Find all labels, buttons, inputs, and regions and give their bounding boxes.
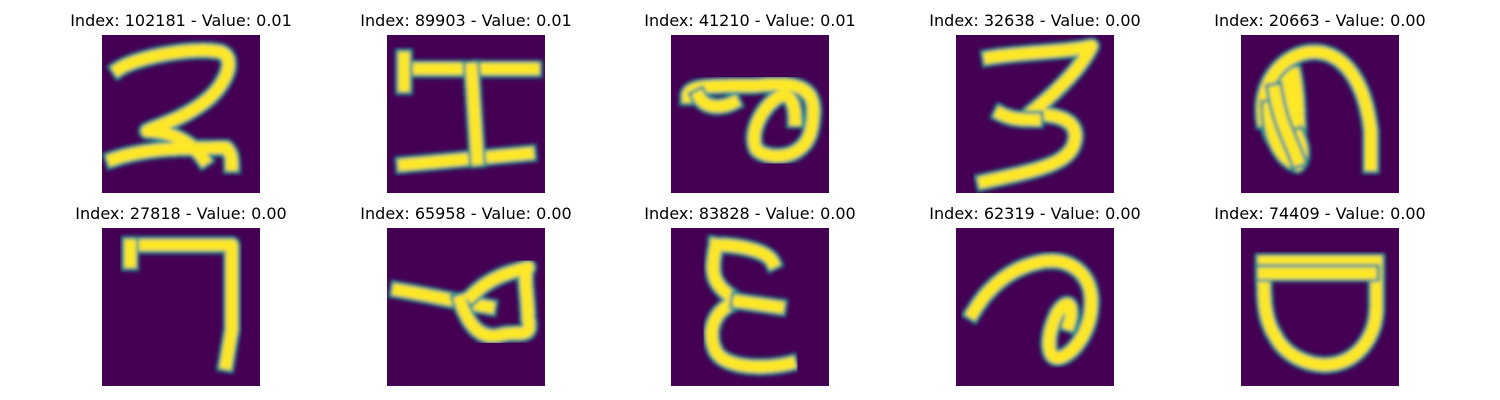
glyph-image <box>1241 35 1399 193</box>
glyph-image <box>671 228 829 386</box>
glyph-stroke <box>453 261 535 342</box>
glyph-image <box>956 228 1114 386</box>
panel-20663: Index: 20663 - Value: 0.00 <box>1170 11 1470 201</box>
panel-32638: Index: 32638 - Value: 0.00 <box>885 11 1185 201</box>
glyph-loop-p-thin <box>387 258 539 346</box>
glyph-letter-H <box>394 48 543 175</box>
glyph-stroke <box>706 238 797 373</box>
glyph-image <box>387 228 545 386</box>
glyph-image <box>101 35 260 193</box>
panel-title: Index: 74409 - Value: 0.00 <box>1214 204 1426 223</box>
glyph-digit-3 <box>973 37 1101 193</box>
glyph-stroke <box>1268 84 1305 167</box>
glyph-image <box>956 35 1114 193</box>
glyph-curl <box>960 251 1101 367</box>
glyph-stroke <box>465 62 484 166</box>
glyph-stroke <box>1257 256 1383 371</box>
glyph-digit-7 <box>121 235 241 374</box>
panel-title: Index: 32638 - Value: 0.00 <box>929 11 1141 30</box>
glyph-epsilon <box>702 234 801 376</box>
glyph-image <box>1241 228 1399 386</box>
panel-title: Index: 65958 - Value: 0.00 <box>360 204 572 223</box>
glyph-stroke <box>391 283 496 314</box>
panel-74409: Index: 74409 - Value: 0.00 <box>1170 204 1470 394</box>
glyph-stroke <box>121 235 241 374</box>
glyph-stroke <box>965 255 1098 364</box>
glyph-stroke <box>1257 46 1377 171</box>
glyph-loop-p <box>678 75 823 166</box>
glyph-arch-n <box>1253 42 1380 174</box>
panel-title: Index: 62319 - Value: 0.00 <box>929 204 1141 223</box>
glyph-stroke <box>732 294 785 314</box>
glyph-stroke <box>682 78 819 162</box>
glyph-image <box>102 228 260 386</box>
panel-title: Index: 41210 - Value: 0.01 <box>644 11 856 30</box>
panel-title: Index: 20663 - Value: 0.00 <box>1214 11 1426 30</box>
glyph-image <box>387 35 545 193</box>
panel-title: Index: 89903 - Value: 0.01 <box>360 11 572 30</box>
glyph-stroke <box>106 44 238 171</box>
panel-62319: Index: 62319 - Value: 0.00 <box>885 204 1185 394</box>
panel-102181: Index: 102181 - Value: 0.01 <box>31 11 331 201</box>
panel-65958: Index: 65958 - Value: 0.00 <box>316 204 616 394</box>
glyph-stroke <box>993 106 1041 126</box>
panel-89903: Index: 89903 - Value: 0.01 <box>316 11 616 201</box>
panel-41210: Index: 41210 - Value: 0.01 <box>600 11 900 201</box>
glyph-stroke <box>124 239 238 370</box>
glyph-digit-2 <box>101 41 241 174</box>
panel-title: Index: 83828 - Value: 0.00 <box>644 204 856 223</box>
panel-title: Index: 102181 - Value: 0.01 <box>70 11 292 30</box>
glyph-image <box>671 35 829 193</box>
glyph-cup <box>1254 252 1386 374</box>
panel-title: Index: 27818 - Value: 0.00 <box>75 204 287 223</box>
glyph-stroke <box>691 89 741 113</box>
glyph-stroke <box>397 147 535 171</box>
panel-27818: Index: 27818 - Value: 0.00 <box>31 204 331 394</box>
panel-83828: Index: 83828 - Value: 0.00 <box>600 204 900 394</box>
